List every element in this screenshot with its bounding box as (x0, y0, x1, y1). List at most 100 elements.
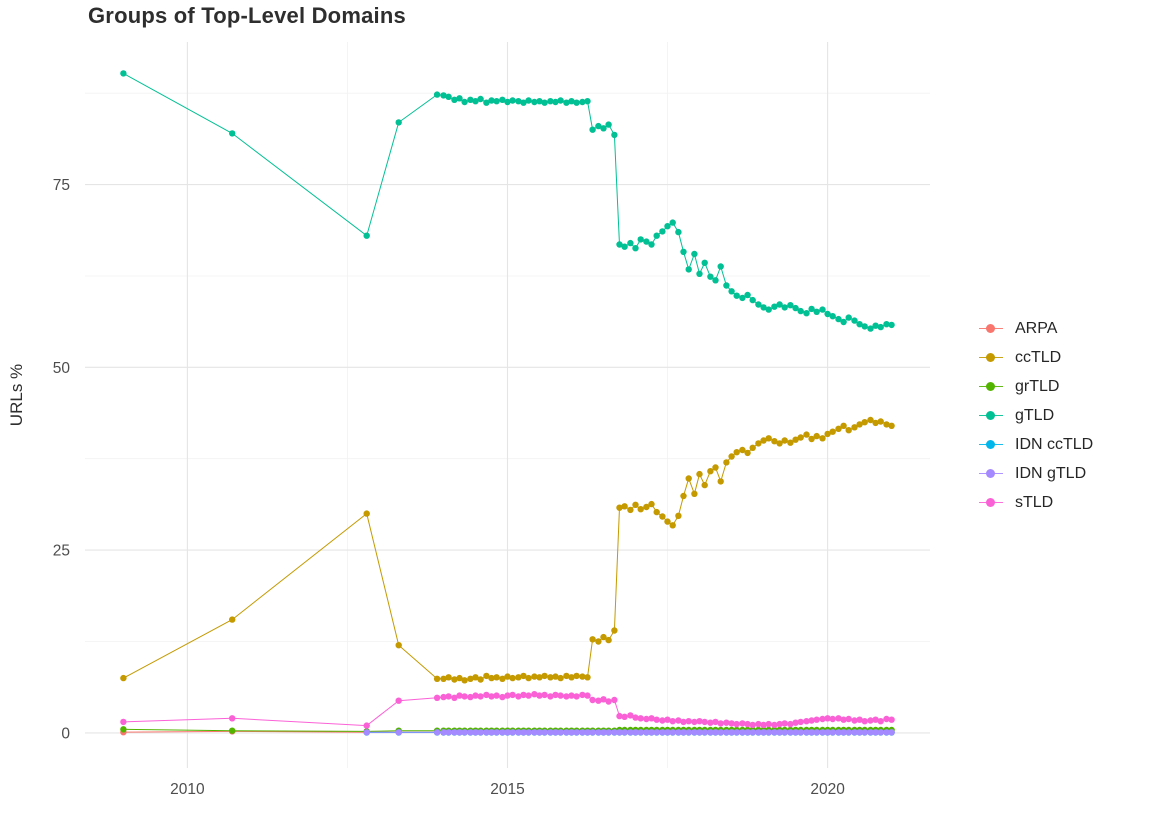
point-cctld (541, 672, 548, 680)
point-cctld (696, 470, 703, 478)
point-idn-gtld (872, 729, 879, 736)
point-cctld (781, 437, 788, 444)
point-stld (637, 715, 644, 722)
point-cctld (717, 478, 724, 485)
legend: ARPA ccTLD grTLD gTLD IDN ccTLD IDN gTLD sTLD (978, 314, 1093, 517)
point-idn-gtld (499, 729, 506, 736)
point-gtld (760, 304, 767, 311)
legend-key-icon (978, 436, 1004, 453)
point-cctld (488, 674, 495, 682)
point-cctld (659, 513, 666, 520)
point-stld (520, 691, 527, 699)
point-cctld (595, 638, 602, 645)
point-gtld (552, 98, 559, 106)
point-cctld (637, 506, 644, 513)
point-stld (395, 697, 402, 704)
point-cctld (749, 444, 756, 451)
point-cctld (813, 432, 820, 440)
point-idn-gtld (627, 729, 634, 736)
point-stld (888, 716, 895, 723)
point-cctld (888, 422, 895, 429)
point-stld (744, 720, 751, 728)
point-stld (669, 718, 676, 725)
point-idn-gtld (632, 729, 639, 736)
point-stld (461, 693, 468, 700)
point-idn-gtld (877, 729, 884, 736)
legend-label: sTLD (1015, 493, 1054, 511)
point-stld (573, 693, 580, 700)
series-gtld (120, 70, 895, 332)
point-cctld (520, 672, 527, 680)
point-cctld (445, 674, 452, 681)
point-stld (605, 698, 612, 705)
point-stld (840, 716, 847, 723)
legend-dot-swatch (986, 411, 995, 420)
point-cctld (563, 672, 570, 680)
point-stld (776, 720, 783, 728)
point-stld (536, 692, 543, 699)
point-gtld (648, 241, 655, 248)
point-stld (771, 721, 778, 729)
legend-label: IDN ccTLD (1015, 435, 1094, 453)
point-stld (749, 721, 756, 729)
point-gtld (696, 270, 703, 277)
point-stld (515, 693, 522, 700)
point-stld (797, 718, 804, 726)
point-cctld (803, 431, 810, 438)
point-gtld (797, 307, 804, 315)
point-idn-gtld (701, 729, 708, 736)
point-gtld (728, 288, 735, 295)
point-stld (819, 715, 826, 723)
point-stld (723, 719, 730, 726)
point-idn-gtld (680, 729, 687, 736)
point-idn-gtld (648, 729, 655, 736)
point-stld (621, 713, 628, 720)
point-idn-gtld (861, 729, 868, 736)
point-stld (664, 716, 671, 723)
legend-label: grTLD (1015, 377, 1060, 395)
point-idn-gtld (363, 729, 370, 736)
point-idn-gtld (792, 729, 799, 736)
point-stld (547, 693, 554, 700)
point-stld (856, 716, 863, 723)
point-gtld (653, 232, 660, 239)
point-stld (733, 720, 740, 728)
point-idn-gtld (808, 729, 815, 736)
legend-dot-swatch (986, 324, 995, 333)
legend-item-arpa: ARPA (978, 314, 1093, 343)
point-cctld (739, 446, 746, 454)
point-idn-gtld (781, 729, 788, 736)
point-gtld (739, 294, 746, 302)
point-gtld (829, 313, 836, 320)
point-gtld (845, 314, 852, 321)
point-idn-gtld (707, 729, 714, 736)
point-cctld (472, 674, 479, 681)
x-tick-label: 2015 (490, 781, 524, 798)
point-idn-gtld (600, 729, 607, 736)
point-gtld (504, 98, 511, 106)
point-stld (787, 720, 794, 728)
point-stld (504, 692, 511, 699)
point-stld (483, 691, 490, 699)
point-gtld (755, 301, 762, 308)
point-cctld (872, 419, 879, 427)
point-idn-gtld (637, 729, 644, 736)
point-stld (595, 697, 602, 704)
point-idn-gtld (685, 729, 692, 736)
point-stld (739, 720, 746, 727)
point-cctld (483, 672, 490, 680)
point-cctld (509, 674, 516, 682)
point-cctld (616, 504, 623, 511)
point-idn-gtld (552, 729, 559, 736)
point-stld (685, 718, 692, 725)
point-stld (632, 714, 639, 721)
point-gtld (557, 97, 564, 104)
series-idn-gtld (363, 729, 895, 736)
point-gtld (461, 98, 468, 106)
point-idn-gtld (691, 729, 698, 736)
point-gtld (765, 306, 772, 313)
point-stld (680, 718, 687, 726)
point-idn-gtld (509, 729, 516, 736)
point-stld (451, 694, 458, 701)
point-cctld (552, 673, 559, 680)
